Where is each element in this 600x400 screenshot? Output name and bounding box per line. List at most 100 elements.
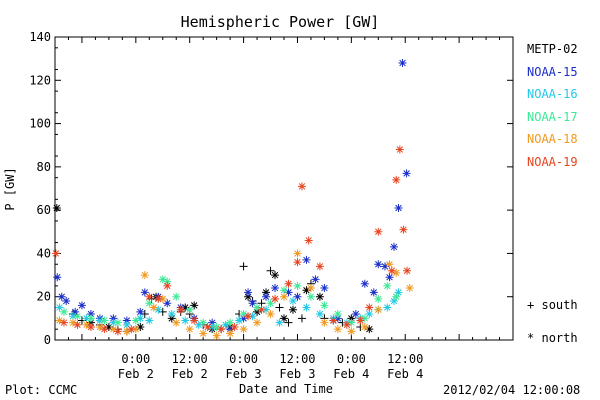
series-legend: METP-02 NOAA-15 NOAA-16 NOAA-17 NOAA-18 … <box>527 38 578 173</box>
plus-marker-icon: + <box>527 298 535 312</box>
series-noaa-19 <box>51 145 412 336</box>
data-point <box>181 316 190 325</box>
data-point <box>356 316 365 325</box>
y-tick-label: 20 <box>37 290 51 304</box>
data-point <box>167 314 176 323</box>
data-point <box>257 305 266 314</box>
data-point <box>385 273 394 282</box>
data-point <box>262 305 271 314</box>
series-metp-02 <box>52 203 374 336</box>
data-point <box>145 292 154 301</box>
data-point <box>405 284 414 293</box>
legend-entry-noaa-15: NOAA-15 <box>527 64 578 79</box>
data-point <box>275 318 284 327</box>
footer-plot-credit: Plot: CCMC <box>5 383 78 397</box>
data-point <box>387 266 396 275</box>
data-point <box>190 301 199 310</box>
data-point <box>136 314 145 323</box>
data-point <box>154 294 163 303</box>
data-point <box>390 242 399 251</box>
data-point <box>185 305 194 314</box>
data-point <box>266 266 275 275</box>
data-point <box>226 329 235 338</box>
data-point <box>275 303 284 312</box>
data-point <box>230 323 239 332</box>
data-point <box>226 325 235 334</box>
data-point <box>140 288 149 297</box>
data-point <box>199 318 208 327</box>
data-point <box>394 288 403 297</box>
data-point <box>271 271 280 280</box>
x-tick-date-label: Feb 3 <box>226 367 262 381</box>
marker-legend-south: + south <box>527 298 578 312</box>
data-point <box>306 292 315 301</box>
data-point <box>360 279 369 288</box>
data-point <box>284 318 293 327</box>
y-tick-label: 140 <box>29 30 51 44</box>
data-point <box>167 310 176 319</box>
x-tick-time-label: 0:00 <box>337 352 366 366</box>
series-noaa-18 <box>55 249 414 340</box>
data-point <box>62 297 71 306</box>
data-point <box>131 325 140 334</box>
data-point <box>383 281 392 290</box>
x-tick-time-label: 0:00 <box>229 352 258 366</box>
data-point <box>109 325 118 334</box>
data-point <box>383 303 392 312</box>
data-point <box>284 288 293 297</box>
data-point <box>320 318 329 327</box>
data-point <box>304 236 313 245</box>
data-point <box>244 292 253 301</box>
x-tick-date-label: Feb 3 <box>279 367 315 381</box>
data-point <box>293 292 302 301</box>
data-point <box>86 318 95 327</box>
data-point <box>398 58 407 67</box>
data-point <box>293 281 302 290</box>
data-point <box>320 301 329 310</box>
data-point <box>365 303 374 312</box>
data-point <box>190 316 199 325</box>
data-point <box>360 323 369 332</box>
marker-legend-north: * north <box>527 331 578 345</box>
data-point <box>369 288 378 297</box>
data-point <box>266 299 275 308</box>
data-point <box>122 316 131 325</box>
data-point <box>302 255 311 264</box>
data-point <box>347 327 356 336</box>
data-point <box>86 310 95 319</box>
data-point <box>306 284 315 293</box>
x-axis-label: Date and Time <box>239 382 333 396</box>
data-point <box>226 318 235 327</box>
data-point <box>127 325 136 334</box>
data-point <box>288 297 297 306</box>
legend-entry-noaa-19: NOAA-19 <box>527 154 578 169</box>
data-point <box>163 277 172 286</box>
data-point <box>293 249 302 258</box>
data-point <box>172 318 181 327</box>
data-point <box>122 320 131 329</box>
data-point <box>82 314 91 323</box>
data-point <box>95 323 104 332</box>
data-point <box>253 303 262 312</box>
series-noaa-17 <box>59 275 401 332</box>
data-point <box>82 320 91 329</box>
data-point <box>253 307 262 316</box>
data-point <box>262 288 271 297</box>
data-point <box>365 310 374 319</box>
y-axis-label: P [GW] <box>3 167 17 210</box>
legend-entry-noaa-18: NOAA-18 <box>527 132 578 146</box>
data-point <box>333 314 342 323</box>
data-point <box>253 318 262 327</box>
data-point <box>140 271 149 280</box>
data-point <box>86 314 95 323</box>
marker-legend-north-label: north <box>541 331 578 345</box>
data-point <box>284 279 293 288</box>
data-point <box>59 318 68 327</box>
data-point <box>244 288 253 297</box>
data-point <box>385 260 394 269</box>
data-point <box>71 307 80 316</box>
data-point <box>374 260 383 269</box>
data-point <box>194 320 203 329</box>
data-point <box>55 303 64 312</box>
